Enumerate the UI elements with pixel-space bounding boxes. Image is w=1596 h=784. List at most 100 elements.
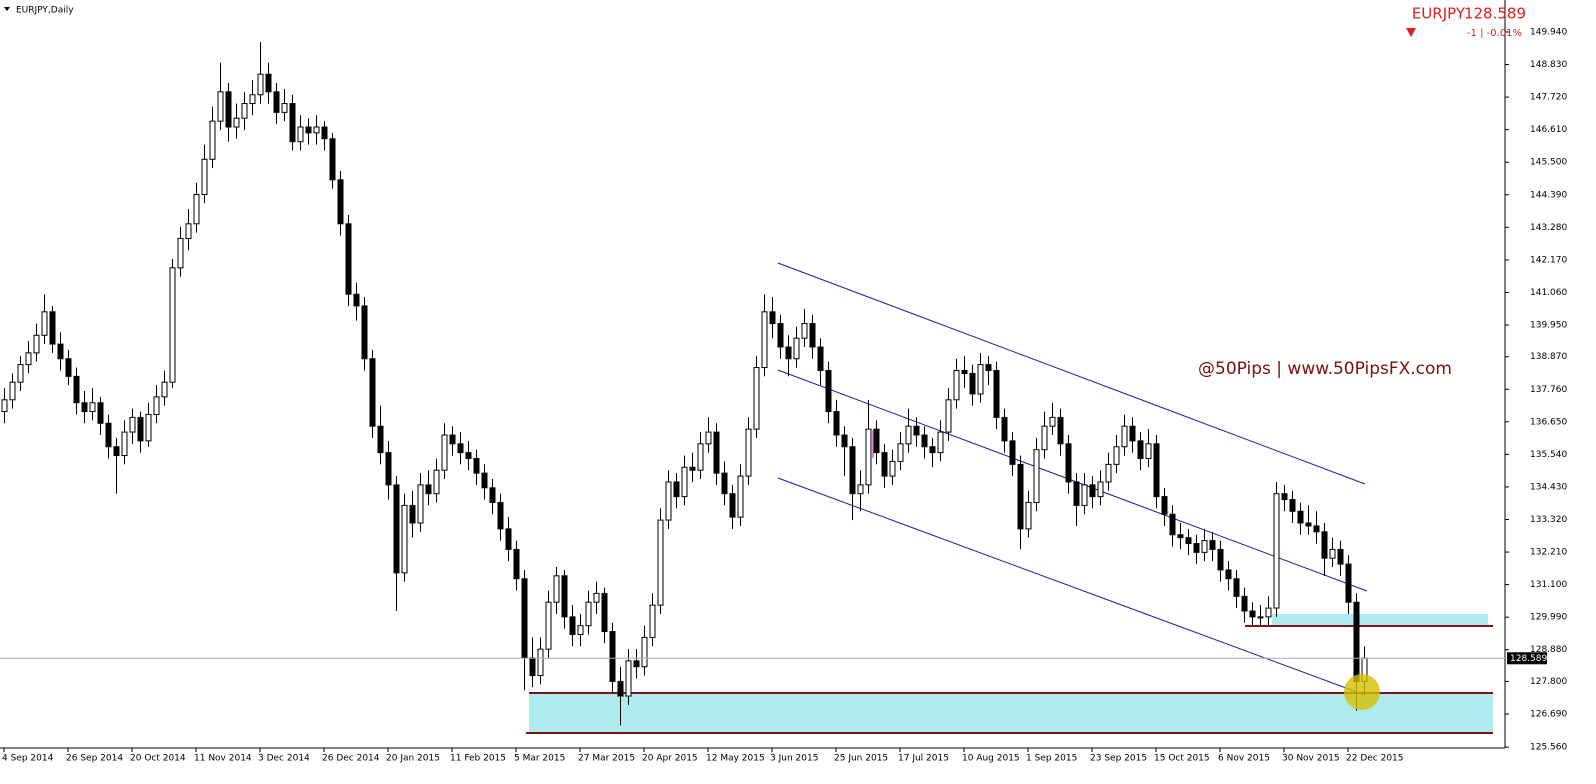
candle-body	[537, 648, 544, 677]
candle-body	[841, 434, 848, 448]
candle-body	[649, 604, 656, 638]
x-tick-label: 25 Jun 2015	[834, 754, 888, 764]
candle-body	[89, 402, 96, 413]
candle-body	[553, 575, 560, 603]
candle-body	[1001, 416, 1008, 442]
channel-line	[777, 477, 1366, 696]
candle-body	[241, 103, 248, 119]
x-tick-label: 5 Mar 2015	[514, 754, 565, 764]
candle-body	[529, 657, 536, 677]
candle-body	[401, 504, 408, 574]
candle-body	[1129, 425, 1136, 442]
candle-body	[985, 364, 992, 371]
candle-body	[913, 425, 920, 436]
x-tick-label: 12 May 2015	[706, 754, 765, 764]
candle-body	[1345, 563, 1352, 603]
x-tick-label: 4 Sep 2014	[2, 754, 54, 764]
candle-body	[1113, 446, 1120, 465]
candle-body	[441, 434, 448, 471]
candle-body	[345, 223, 352, 295]
candle-body	[265, 73, 272, 93]
y-tick-label: 133.320	[1530, 515, 1567, 525]
candle-body	[641, 636, 648, 668]
candle-body	[137, 416, 144, 442]
y-tick-label: 134.430	[1530, 482, 1567, 492]
candle-body	[1321, 531, 1328, 559]
candle-body	[49, 311, 56, 345]
x-tick-label: 22 Dec 2015	[1346, 754, 1404, 764]
candle-body	[297, 126, 304, 143]
candle-body	[465, 452, 472, 459]
candle-body	[1041, 425, 1048, 451]
candle-body	[777, 323, 784, 348]
y-tick-label: 132.210	[1530, 548, 1567, 558]
candle-body	[217, 91, 224, 122]
candle-body	[1289, 499, 1296, 512]
candle-body	[1161, 496, 1168, 515]
candle-body	[33, 334, 40, 354]
candle-body	[993, 369, 1000, 418]
x-tick-label: 3 Jun 2015	[770, 754, 818, 764]
candle-body	[753, 367, 760, 430]
x-tick-label: 30 Nov 2015	[1282, 754, 1340, 764]
candle-body	[737, 475, 744, 518]
candle-body	[377, 425, 384, 454]
candle-body	[1233, 578, 1240, 597]
y-tick-label: 144.390	[1530, 190, 1567, 200]
candle-body	[625, 660, 632, 697]
candle-body	[1217, 548, 1224, 571]
chart-title: EURJPY,Daily	[16, 6, 74, 16]
candle-body	[177, 237, 184, 269]
candle-body	[681, 466, 688, 498]
candle-body	[153, 396, 160, 415]
candle-body	[561, 575, 568, 618]
x-tick-label: 6 Nov 2015	[1218, 754, 1270, 764]
candle-body	[473, 457, 480, 474]
candle-body	[249, 94, 256, 105]
candle-body	[521, 578, 528, 659]
candle-body	[609, 631, 616, 682]
candle-body	[769, 311, 776, 325]
candle-body	[169, 267, 176, 383]
candle-body	[505, 528, 512, 550]
candle-body	[1025, 501, 1032, 530]
candle-body	[889, 460, 896, 477]
candle-body	[481, 472, 488, 489]
candle-body	[977, 364, 984, 395]
candle-body	[1081, 484, 1088, 506]
candle-body	[81, 402, 88, 413]
candle-body	[1073, 481, 1080, 506]
y-tick-label: 149.940	[1530, 27, 1567, 37]
candle-body	[1137, 440, 1144, 459]
candle-body	[65, 358, 72, 377]
down-arrow	[1406, 28, 1416, 37]
candle-body	[1169, 513, 1176, 536]
candle-body	[849, 446, 856, 495]
y-tick-label: 129.990	[1530, 613, 1567, 623]
candle-body	[873, 428, 880, 454]
y-tick-label: 126.690	[1530, 709, 1567, 719]
x-tick-label: 17 Jul 2015	[898, 754, 949, 764]
candle-body	[721, 472, 728, 495]
candle-body	[1209, 540, 1216, 550]
y-tick-label: 148.830	[1530, 60, 1567, 70]
candle-body	[1193, 543, 1200, 553]
candle-body	[785, 346, 792, 360]
candle-body	[833, 411, 840, 436]
candle-body	[729, 493, 736, 518]
x-tick-label: 23 Sep 2015	[1090, 754, 1147, 764]
y-tick-label: 138.870	[1530, 352, 1567, 362]
candle-body	[1009, 440, 1016, 465]
candle-body	[417, 484, 424, 524]
y-tick-label: 125.560	[1530, 743, 1567, 753]
x-tick-label: 20 Jan 2015	[386, 754, 440, 764]
y-tick-label: 137.760	[1530, 385, 1567, 395]
watermark: @50Pips | www.50PipsFX.com	[1198, 359, 1452, 379]
candle-body	[449, 434, 456, 445]
candle-body	[809, 323, 816, 348]
candle-body	[369, 358, 376, 427]
candle-body	[233, 117, 240, 128]
zone	[529, 693, 1493, 733]
symbol: EURJPY	[1412, 5, 1466, 23]
